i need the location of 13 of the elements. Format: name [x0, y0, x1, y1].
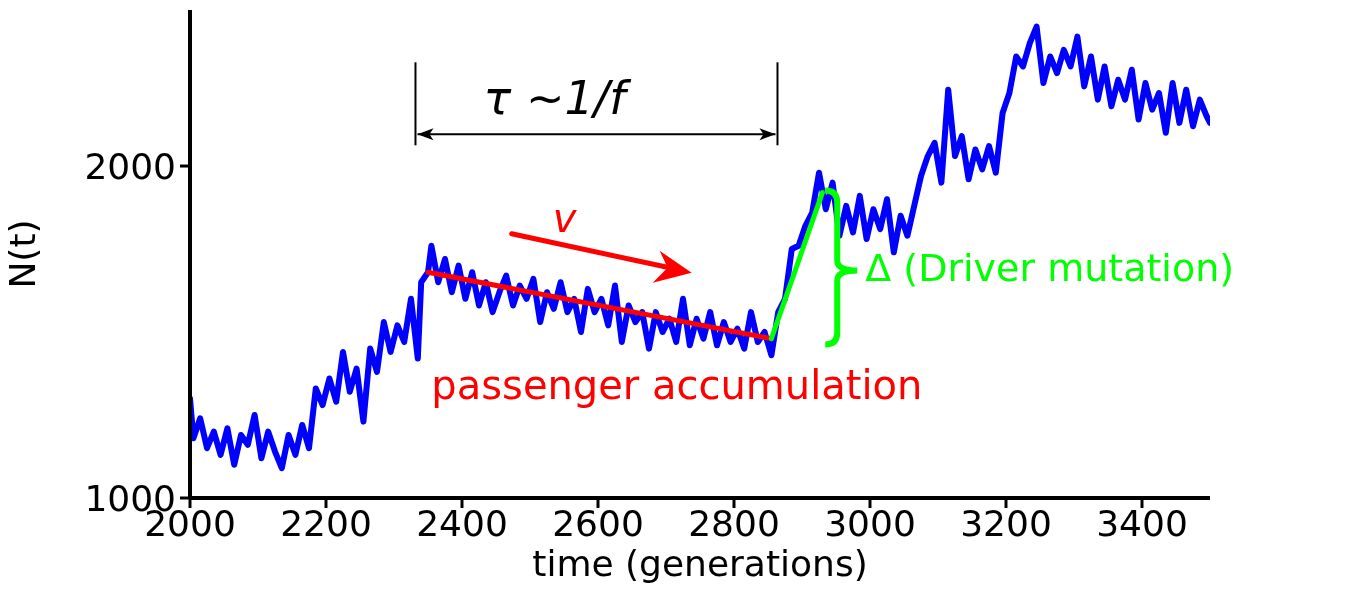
annotation: τ ~1/f [483, 70, 632, 125]
x-tick-label: 2200 [280, 502, 372, 544]
x-tick-label: 3000 [824, 502, 916, 544]
annotation: v [552, 194, 578, 241]
x-tick-label: 2800 [688, 502, 780, 544]
annotation: Δ (Driver mutation) [865, 246, 1235, 291]
x-tick-label: 2600 [552, 502, 644, 544]
x-tick-label: 2400 [416, 502, 508, 544]
x-tick-label: 3200 [960, 502, 1052, 544]
x-tick-label: 3400 [1096, 502, 1188, 544]
y-axis-title: N(t) [1, 219, 43, 289]
x-axis-title: time (generations) [532, 543, 868, 584]
annotation: passenger accumulation [431, 362, 923, 409]
